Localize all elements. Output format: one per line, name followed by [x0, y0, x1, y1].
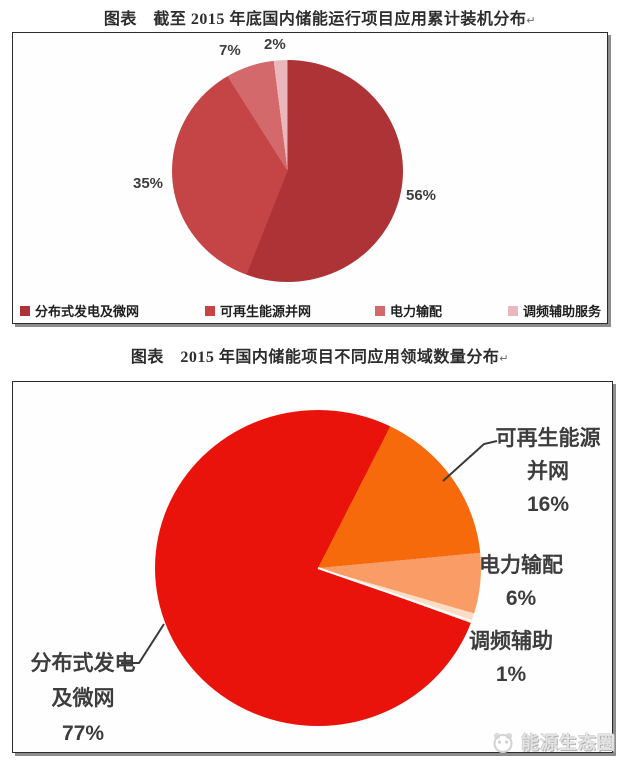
callout-power: 电力输配 6% [458, 549, 584, 615]
return-mark: ↵ [526, 15, 537, 27]
callout-line: 电力输配 [479, 554, 563, 577]
pie1-label-7: 7% [219, 42, 241, 59]
legend-item-distributed: 分布式发电及微网 [20, 301, 139, 320]
legend-label: 可再生能源并网 [220, 304, 312, 319]
legend-swatch [508, 305, 518, 316]
pie1-label-56: 56% [406, 187, 437, 204]
callout-line: 16% [526, 493, 570, 516]
callout-line: 及微网 [51, 687, 115, 710]
watermark-text: 能源生态圈 [521, 733, 616, 753]
callout-renewable: 可再生能源 并网 16% [484, 422, 612, 521]
pie1-label-35: 35% [133, 175, 164, 192]
brand-watermark: 能源生态圈 [490, 729, 616, 755]
legend-swatch [375, 305, 385, 316]
legend-swatch [205, 305, 215, 316]
callout-line: 1% [495, 663, 527, 686]
callout-line: 并网 [527, 460, 569, 483]
panda-icon [493, 732, 513, 753]
callout-line: 调频辅助 [469, 630, 553, 653]
callout-line: 可再生能源 [495, 427, 601, 450]
callout-line: 77% [61, 722, 105, 745]
callout-line: 6% [505, 587, 537, 610]
legend-item-freq: 调频辅助服务 [508, 301, 601, 320]
pie-chart-1 [172, 60, 403, 282]
chart-1-title: 图表 截至 2015 年底国内储能运行项目应用累计装机分布↵ [0, 5, 640, 29]
legend-label: 调频辅助服务 [523, 304, 602, 319]
chart-2-title-text: 图表 2015 年国内储能项目不同应用领域数量分布 [130, 349, 500, 366]
callout-distributed: 分布式发电 及微网 77% [18, 646, 148, 751]
callout-line: 分布式发电 [30, 652, 136, 675]
pie1-label-2: 2% [264, 36, 286, 53]
pie-chart-2 [155, 410, 481, 726]
legend-swatch [20, 305, 30, 316]
return-mark: ↵ [499, 353, 510, 365]
legend-label: 分布式发电及微网 [35, 304, 140, 319]
legend-item-power: 电力输配 [375, 301, 442, 320]
chart-1-title-text: 图表 截至 2015 年底国内储能运行项目应用累计装机分布 [103, 11, 527, 28]
legend-label: 电力输配 [390, 304, 443, 319]
callout-freq: 调频辅助 1% [448, 625, 574, 691]
chart-2-title: 图表 2015 年国内储能项目不同应用领域数量分布↵ [0, 343, 640, 367]
legend-item-renewable: 可再生能源并网 [205, 301, 311, 320]
